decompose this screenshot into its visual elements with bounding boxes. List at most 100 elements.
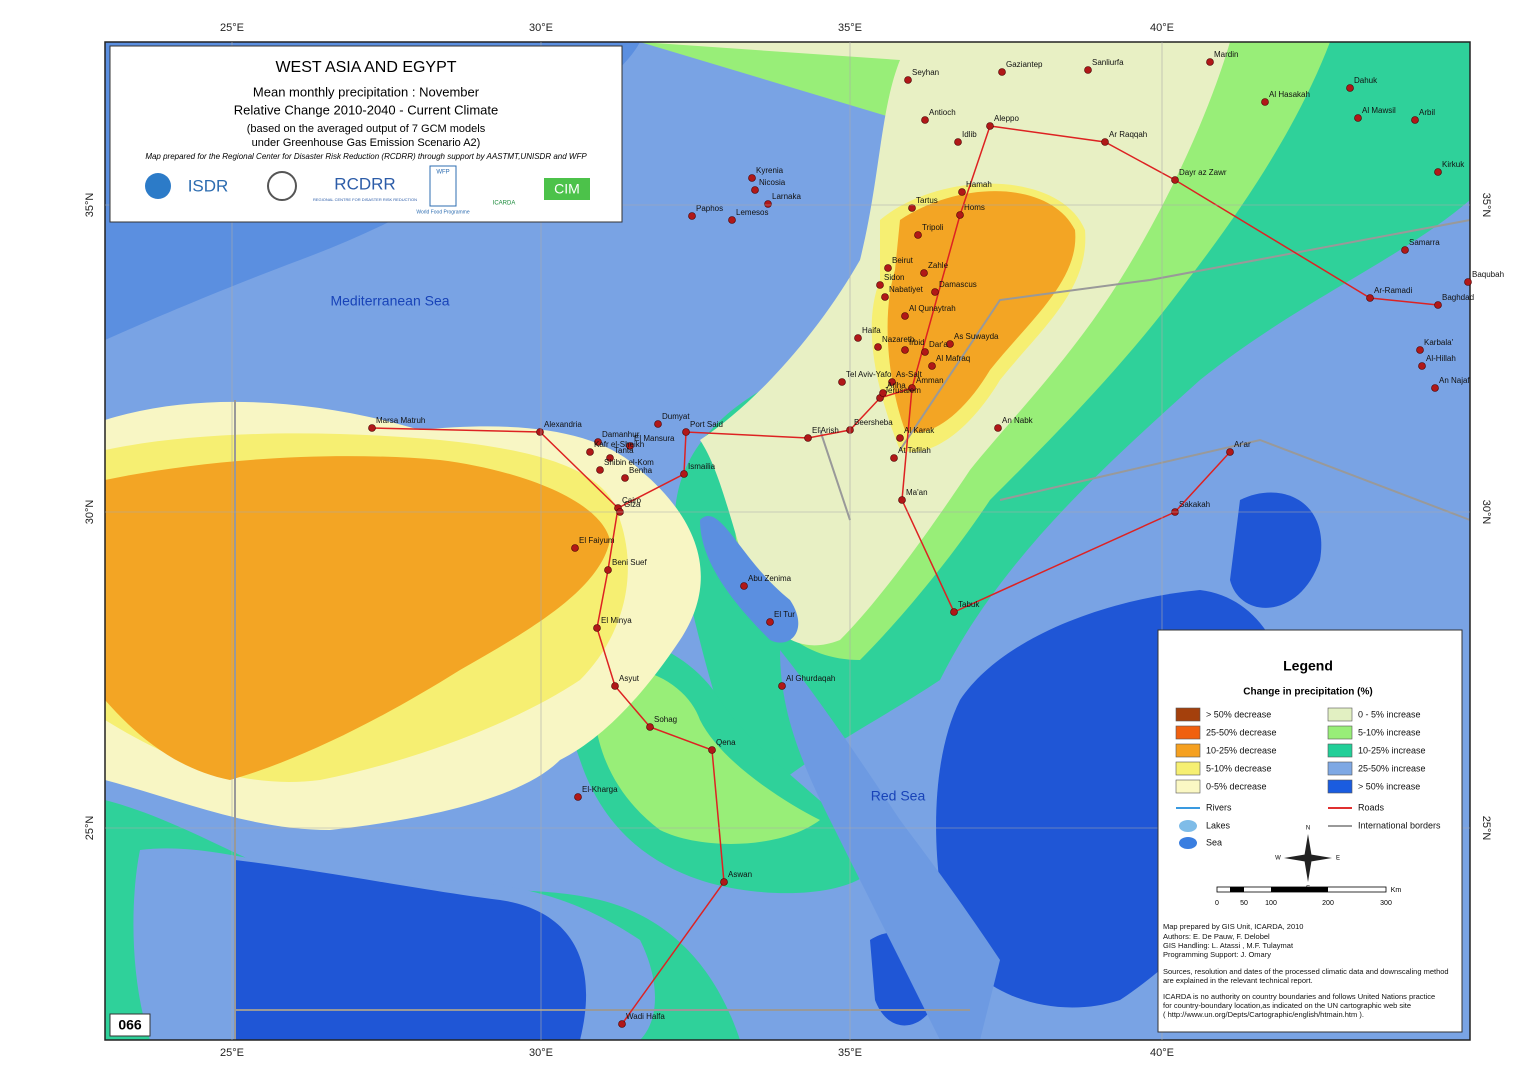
credit: Map prepared for the Regional Center for… — [145, 152, 587, 161]
legend-label: > 50% decrease — [1206, 709, 1271, 719]
city-dot — [958, 188, 966, 196]
city-dot — [1431, 384, 1439, 392]
city-dot — [920, 269, 928, 277]
city-dot — [946, 340, 954, 348]
city-label: Kirkuk — [1442, 160, 1465, 169]
city-label: Gaziantep — [1006, 60, 1043, 69]
city-label: El'Arish — [812, 426, 839, 435]
legend-label: 10-25% increase — [1358, 745, 1426, 755]
city-dot — [1171, 176, 1179, 184]
city-dot — [1354, 114, 1362, 122]
scale-label: 100 — [1265, 900, 1277, 907]
city-label: Aleppo — [994, 114, 1019, 123]
city-dot — [956, 211, 964, 219]
city-label: Benha — [629, 466, 653, 475]
city-label: Nicosia — [759, 178, 786, 187]
city-label: Al Ghurdaqah — [786, 674, 835, 683]
city-dot — [596, 466, 604, 474]
legend-note: Sources, resolution and dates of the pro… — [1163, 967, 1449, 976]
logo-text: World Food Programme — [416, 209, 469, 215]
legend-label: Lakes — [1206, 820, 1231, 830]
logo-text: ISDR — [188, 176, 229, 195]
sea-label: Red Sea — [871, 788, 926, 804]
legend-title: Legend — [1283, 658, 1333, 674]
city-label: Ma'an — [906, 488, 928, 497]
zone-10-25-decrease — [105, 456, 610, 780]
city-label: Lemesos — [736, 208, 768, 217]
city-dot — [931, 288, 939, 296]
city-dot — [766, 618, 774, 626]
city-dot — [748, 174, 756, 182]
city-label: Irbid — [909, 338, 925, 347]
city-label: Dayr az Zawr — [1179, 168, 1227, 177]
city-dot — [879, 389, 887, 397]
city-layer: Seyhan Gaziantep Sanliurfa Mardin Dahuk Al Ha… — [368, 50, 1504, 1028]
subtitle: Relative Change 2010-2040 - Current Clim… — [234, 102, 498, 117]
logo — [429, 165, 457, 207]
city-dot — [536, 428, 544, 436]
city-dot — [606, 454, 614, 462]
subtitle: under Greenhouse Gas Emission Scenario A… — [252, 137, 481, 149]
title: WEST ASIA AND EGYPT — [275, 59, 456, 76]
longitude-label: 25°E — [220, 1047, 244, 1059]
city-label: Baqubah — [1472, 270, 1504, 279]
city-label: Kyrenia — [756, 166, 784, 175]
compass-label: W — [1275, 856, 1281, 862]
latitude-label: 35°N — [1480, 193, 1492, 218]
city-dot — [621, 474, 629, 482]
compass — [1284, 834, 1332, 882]
zone-5-10-increase — [595, 668, 820, 844]
city-label: Sakakah — [1179, 500, 1210, 509]
legend-note: Map prepared by GIS Unit, ICARDA, 2010 — [1163, 922, 1303, 931]
city-dot — [728, 216, 736, 224]
city-label: As Suwayda — [954, 332, 999, 341]
red-sea — [780, 650, 1000, 1040]
legend-note: ( http://www.un.org/Depts/Cartographic/e… — [1163, 1010, 1364, 1019]
legend-label: 5-10% decrease — [1206, 763, 1272, 773]
city-dot — [998, 68, 1006, 76]
logo-text: WFP — [436, 170, 449, 176]
longitude-label: 40°E — [1150, 22, 1174, 34]
city-label: Marsa Matruh — [376, 416, 425, 425]
city-dot — [890, 454, 898, 462]
city-label: Tel Aviv-Yafo — [846, 370, 892, 379]
legend-label: > 50% increase — [1358, 781, 1420, 791]
compass-label: E — [1336, 856, 1340, 862]
city-label: Dumyat — [662, 412, 690, 421]
city-dot — [904, 76, 912, 84]
city-dot — [574, 793, 582, 801]
precipitation-zones — [105, 42, 1470, 1040]
city-label: Arbil — [1419, 108, 1435, 117]
city-label: Idlib — [962, 130, 977, 139]
city-label: Cairo — [622, 496, 642, 505]
subtitle: Mean monthly precipitation : November — [253, 84, 480, 99]
city-label: Baghdad — [1442, 293, 1474, 302]
city-dot — [994, 424, 1002, 432]
scale-label: 50 — [1240, 900, 1248, 907]
city-dot — [914, 231, 922, 239]
city-label: Ar'ar — [1234, 440, 1251, 449]
city-dot — [571, 544, 579, 552]
city-dot — [888, 378, 896, 386]
zone-more-50-increase — [1230, 492, 1322, 608]
legend-swatch — [1175, 707, 1201, 722]
city-label: Larnaka — [772, 192, 801, 201]
latitude-label: 25°N — [84, 816, 96, 841]
city-label: Al-Hillah — [1426, 354, 1456, 363]
legend-swatch — [1175, 743, 1201, 758]
latitude-label: 30°N — [1480, 500, 1492, 525]
map-frame — [104, 41, 1471, 1041]
city-dot — [680, 470, 688, 478]
city-label: Al Qunaytrah — [909, 304, 956, 313]
city-label: Beni Suef — [612, 558, 647, 567]
city-dot — [804, 434, 812, 442]
city-label: Al Mafraq — [936, 354, 970, 363]
longitude-label: 40°E — [1150, 1047, 1174, 1059]
city-label: Paphos — [696, 204, 723, 213]
scale-label: Km — [1391, 887, 1402, 894]
city-label: El Minya — [601, 616, 632, 625]
city-label: Port Said — [690, 420, 723, 429]
legend-panel — [1157, 629, 1463, 1033]
city-label: Alexandria — [544, 420, 582, 429]
